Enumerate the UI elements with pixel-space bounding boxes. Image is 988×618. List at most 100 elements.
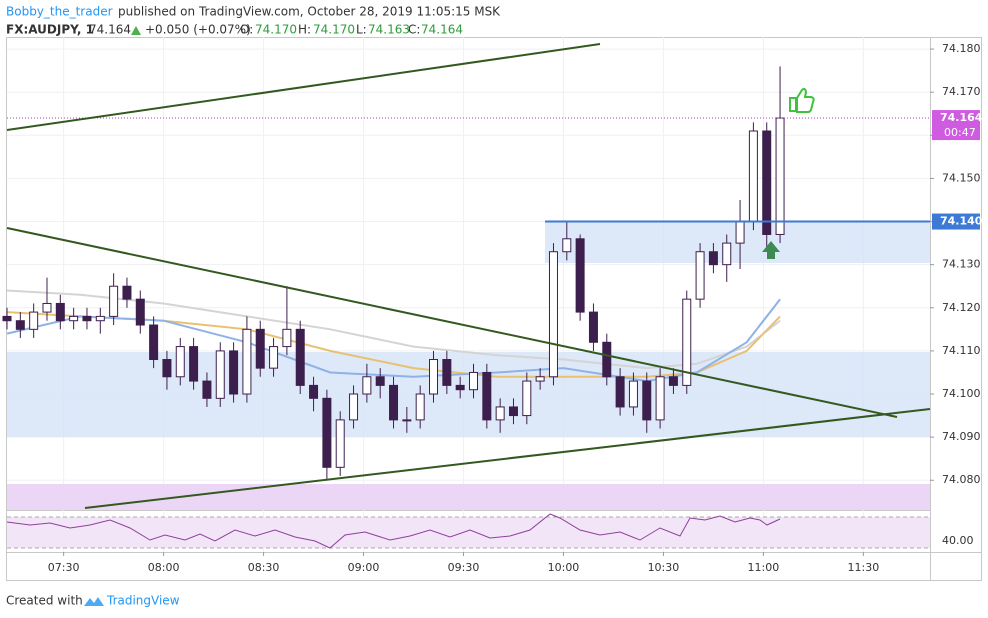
logo: [84, 597, 104, 606]
candle-body: [708, 251, 718, 266]
low: 74.163: [368, 23, 410, 37]
lower-zone: [7, 484, 930, 510]
thumbs-up-icon: [789, 87, 815, 113]
candle-body: [322, 397, 332, 468]
candle-body: [42, 302, 52, 313]
candle-body: [602, 341, 612, 378]
resistance-label: 74.140: [940, 215, 983, 228]
candle-body: [655, 376, 665, 421]
y-tick-label: 74.170: [942, 85, 981, 98]
candle-body: [628, 380, 638, 408]
x-tick-label: 10:30: [648, 561, 680, 574]
last-price-label: 74.164: [940, 111, 983, 124]
rsi-pane: 40.00: [6, 513, 974, 549]
candle-body: [135, 298, 145, 326]
candle-body: [15, 320, 25, 330]
y-tick-label: 74.090: [942, 430, 981, 443]
l-label: L:: [356, 23, 367, 37]
candle-body: [349, 393, 359, 421]
candle-body: [255, 328, 265, 369]
trendline: [6, 43, 601, 131]
candle-body: [69, 315, 79, 322]
candle-body: [109, 285, 119, 317]
candle-body: [495, 406, 505, 421]
candle-body: [748, 130, 758, 223]
y-tick-label: 74.120: [942, 301, 981, 314]
candle-body: [775, 117, 785, 235]
candle-body: [362, 376, 372, 395]
candle-body: [508, 406, 518, 417]
candle-body: [375, 376, 385, 386]
candle-body: [295, 328, 305, 386]
rsi-line: [6, 513, 781, 549]
candle-body: [309, 384, 319, 399]
resistance-label-box: [932, 213, 980, 230]
last-price-box: [932, 110, 980, 141]
candle-body: [402, 419, 412, 422]
created-with: Created with: [6, 594, 83, 608]
change: +0.050 (+0.07%): [145, 23, 251, 37]
x-tick-label: 09:00: [348, 561, 380, 574]
rsi-band: [7, 517, 930, 548]
y-tick-label: 74.150: [942, 171, 981, 184]
brand[interactable]: TradingView: [106, 594, 180, 608]
candle-body: [122, 285, 132, 300]
candle-body: [615, 376, 625, 408]
candle-body: [282, 328, 292, 348]
c-label: C:: [408, 23, 420, 37]
published: published on TradingView.com, October 28…: [118, 5, 501, 19]
trendline: [84, 408, 931, 509]
x-tick-label: 09:30: [448, 561, 480, 574]
candle-body: [149, 324, 159, 361]
moving-average: [6, 298, 781, 383]
high: 74.170: [313, 23, 355, 37]
open: 74.170: [255, 23, 297, 37]
header: Bobby_the_trader published on TradingVie…: [6, 5, 501, 37]
symbol: FX:AUDJPY, 1: [6, 23, 94, 37]
candle-body: [82, 315, 92, 322]
candle-body: [389, 384, 399, 421]
plot: [2, 66, 930, 481]
candle-body: [189, 346, 199, 382]
candle-body: [175, 346, 185, 378]
x-tick-label: 08:30: [248, 561, 280, 574]
candle-body: [535, 376, 545, 382]
x-tick-label: 11:00: [748, 561, 780, 574]
support-zone: [7, 352, 930, 437]
candle-body: [575, 238, 585, 313]
y-tick-label: 74.080: [942, 473, 981, 486]
candle-body: [29, 311, 39, 330]
moving-average: [6, 289, 781, 370]
candle-body: [682, 298, 692, 386]
candle-body: [455, 384, 465, 391]
candle-body: [429, 359, 439, 395]
candle-body: [562, 238, 572, 253]
candle-body: [482, 371, 492, 421]
up-arrow: [131, 26, 141, 35]
candle-body: [668, 376, 678, 386]
price-labels: 74.140 74.164 00:47: [932, 110, 983, 230]
last: 74.164: [89, 23, 131, 37]
candle-body: [722, 242, 732, 266]
candle-body: [229, 350, 239, 395]
x-tick-label: 07:30: [48, 561, 80, 574]
author[interactable]: Bobby_the_trader: [6, 5, 113, 19]
y-tick-label: 74.130: [942, 258, 981, 271]
y-tick-label: 74.180: [942, 42, 981, 55]
candle-body: [162, 359, 172, 378]
candle-body: [242, 328, 252, 395]
drawings: [6, 43, 931, 509]
trendline: [6, 227, 898, 418]
zones: [7, 221, 930, 510]
candle-body: [442, 359, 452, 386]
y-tick-label: 74.110: [942, 344, 981, 357]
candle-body: [548, 251, 558, 378]
x-tick-label: 11:30: [848, 561, 880, 574]
candle-body: [215, 350, 225, 399]
y-tick-label: 74.100: [942, 387, 981, 400]
x-tick-label: 10:00: [548, 561, 580, 574]
candle-body: [735, 221, 745, 244]
candle-body: [335, 419, 345, 468]
candle-body: [95, 315, 105, 322]
h-label: H:: [298, 23, 311, 37]
